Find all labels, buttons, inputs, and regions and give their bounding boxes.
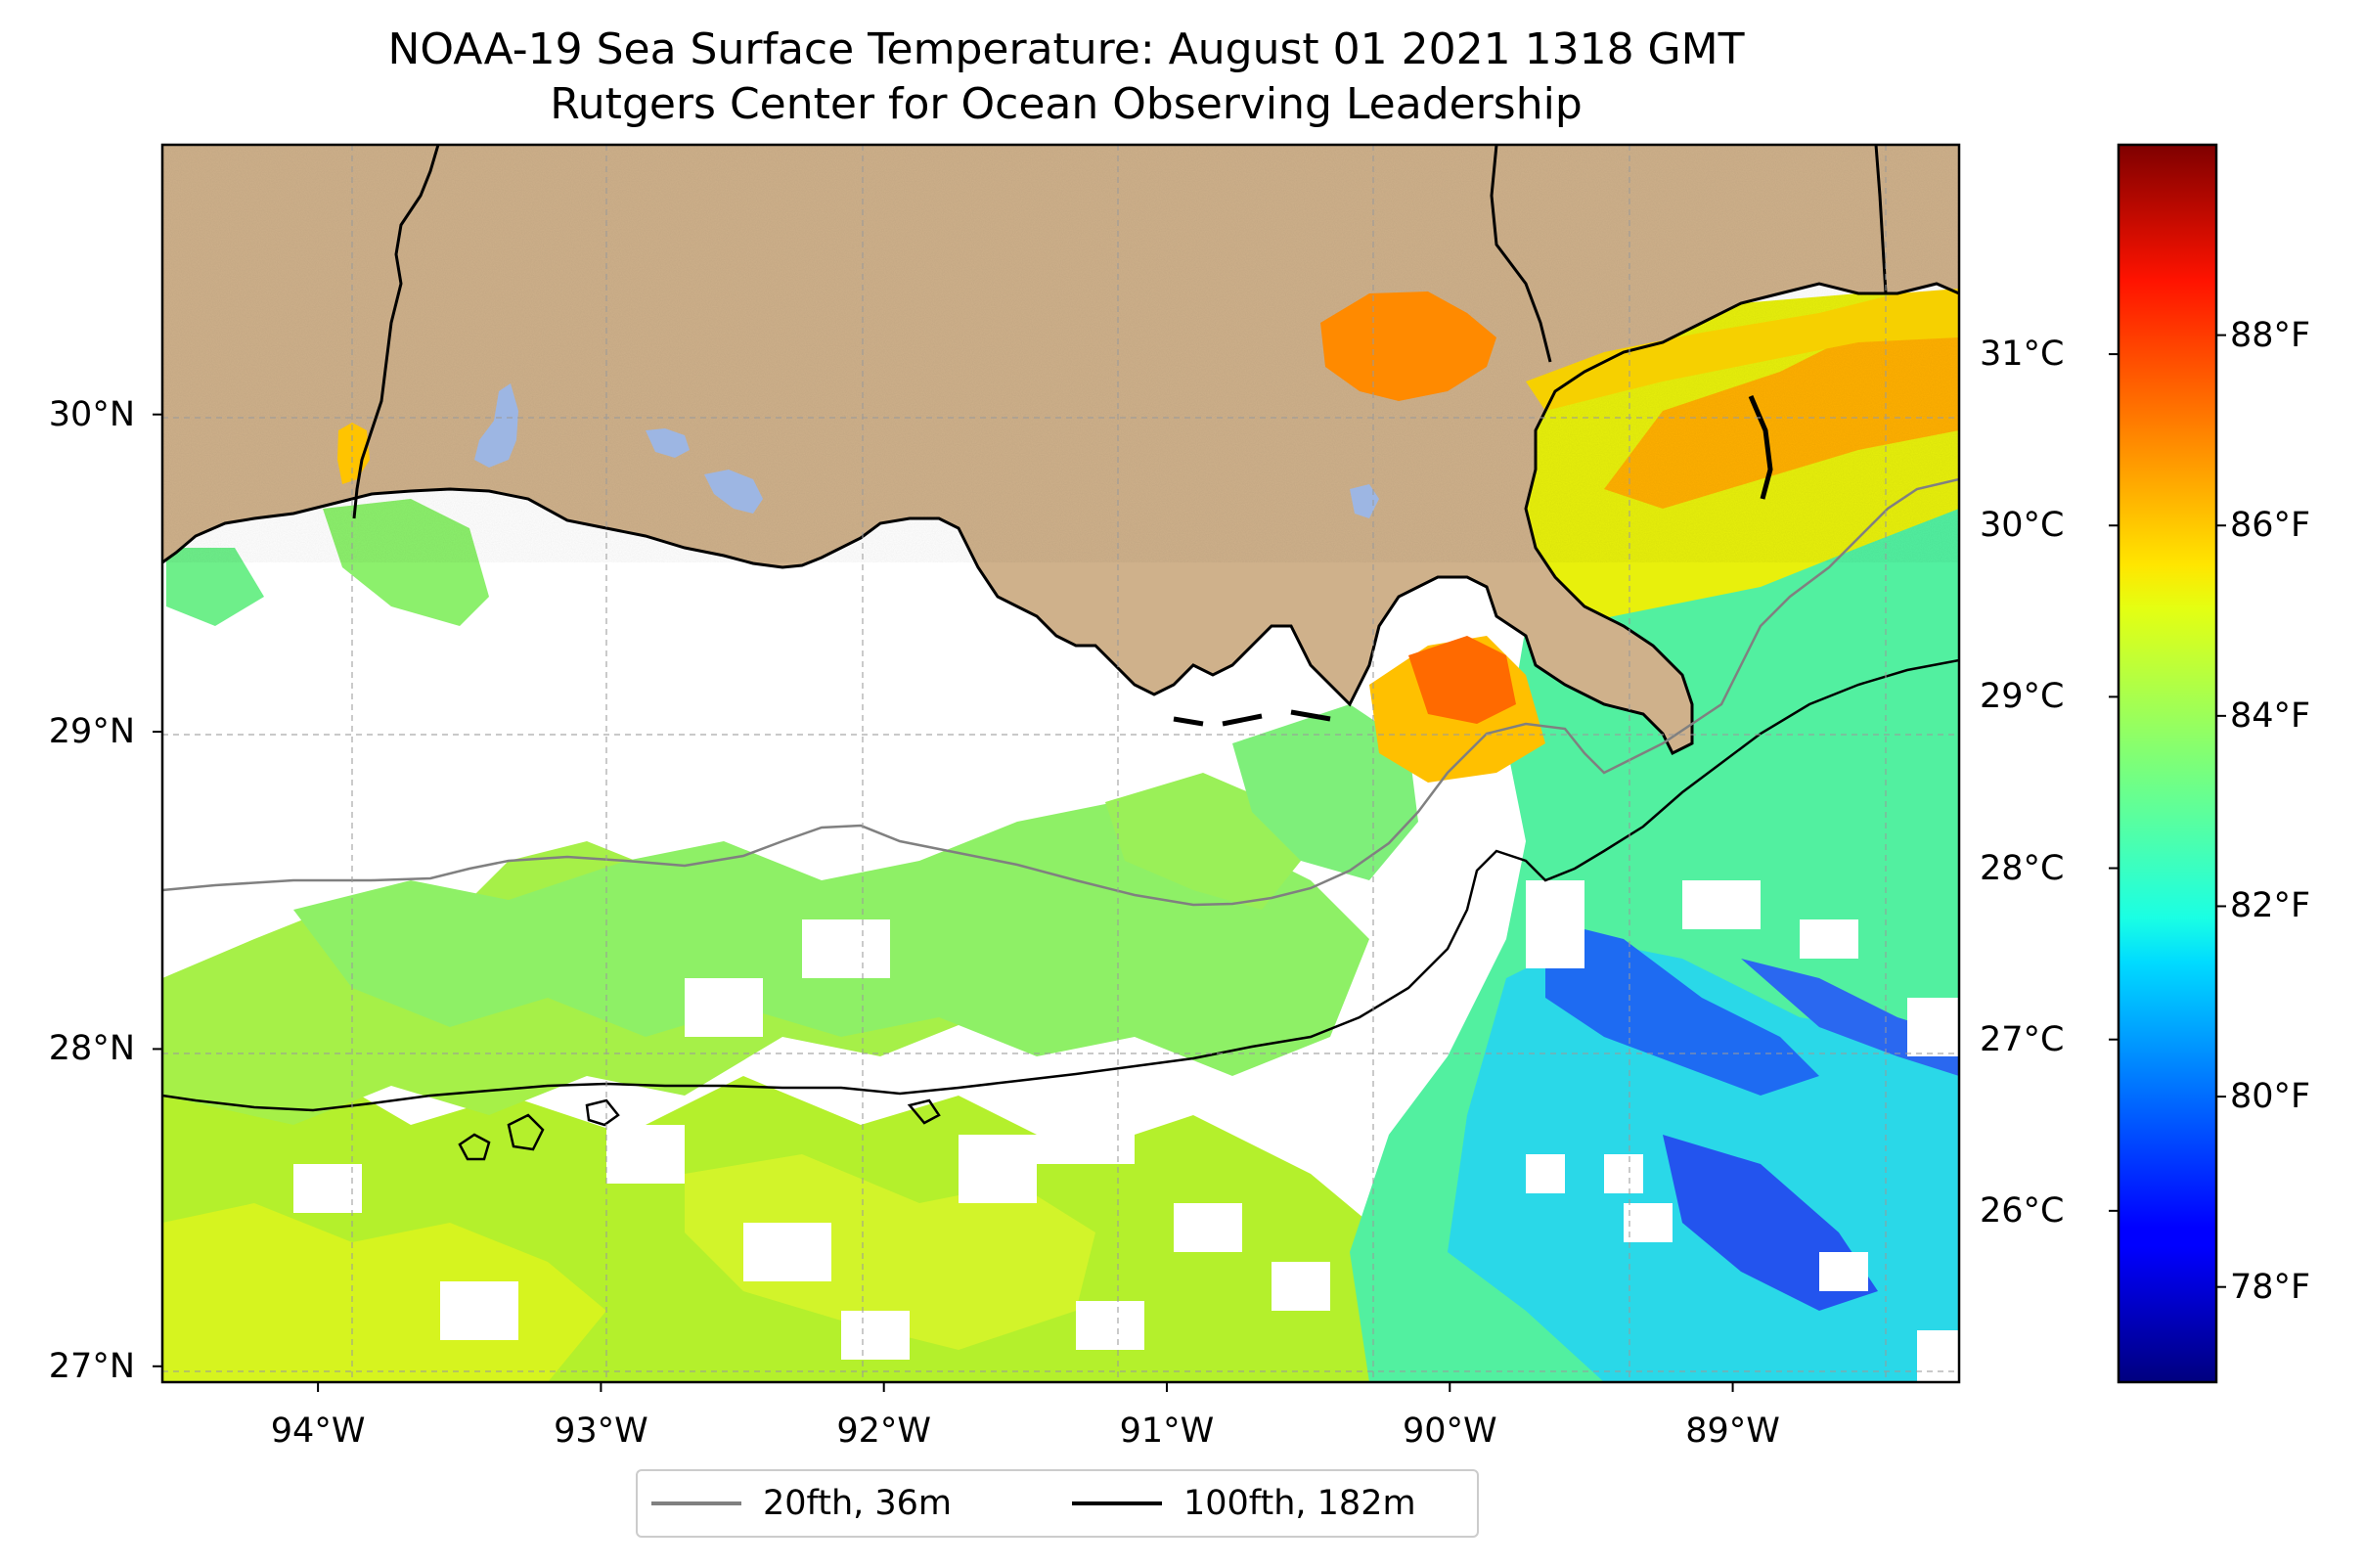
- lake-pontchartrain-shape: [1320, 291, 1496, 401]
- lon-tick-label: 89°W: [1685, 1411, 1780, 1451]
- legend-swatch-100fth: [1072, 1501, 1162, 1505]
- lat-tick-label: 30°N: [48, 394, 135, 434]
- colorbar-f-label: 86°F: [2230, 506, 2311, 546]
- sst-delta-hot: [1408, 636, 1516, 724]
- lon-tick-label: 93°W: [554, 1411, 648, 1451]
- map-frame: [160, 143, 1961, 1384]
- colorbar-f-label: 80°F: [2230, 1077, 2311, 1117]
- colorbar-f-label: 78°F: [2230, 1267, 2311, 1307]
- colorbar-c-label: 28°C: [1980, 848, 2065, 888]
- colorbar-c-label: 27°C: [1980, 1019, 2065, 1059]
- land-area: [162, 145, 1959, 753]
- map-ticks: [153, 413, 1734, 1392]
- colorbar-c-label: 29°C: [1980, 677, 2065, 717]
- lon-tick-label: 91°W: [1119, 1411, 1215, 1451]
- colorbar-c-label: 31°C: [1980, 335, 2065, 375]
- state-border-alabama: [1874, 145, 1888, 294]
- isobath-100fth-blobs: [458, 1098, 941, 1161]
- lon-tick-label: 92°W: [836, 1411, 932, 1451]
- legend-swatch-20fth: [651, 1501, 741, 1505]
- legend-entry-20fth: 20fth, 36m: [651, 1471, 952, 1536]
- mississippi-sound: [1526, 289, 1959, 411]
- white-lake: [704, 470, 763, 514]
- sst-patch-ne-shelf: [1232, 704, 1418, 880]
- map-title: NOAA-19 Sea Surface Temperature: August …: [387, 24, 1745, 74]
- lat-tick-label: 28°N: [48, 1029, 135, 1069]
- lat-tick-label: 29°N: [48, 712, 135, 752]
- lon-tick-label: 94°W: [270, 1411, 366, 1451]
- sst-patch-nw-2: [166, 548, 264, 626]
- sst-data-layer: [162, 291, 1959, 1382]
- sst-east-blue-band-3: [1741, 959, 1959, 1076]
- calcasieu-lake: [474, 383, 518, 468]
- map-subtitle: Rutgers Center for Ocean Observing Leade…: [550, 79, 1583, 129]
- sst-warm-orange-east: [1604, 313, 1959, 509]
- colorbar-f-label: 84°F: [2230, 695, 2311, 736]
- grand-lake: [646, 428, 690, 458]
- coastline: [162, 282, 1959, 756]
- legend-label-20fth: 20fth, 36m: [763, 1484, 953, 1523]
- legend: 20fth, 36m 100fth, 182m: [636, 1469, 1479, 1538]
- legend-entry-100fth: 100fth, 182m: [1072, 1471, 1416, 1536]
- colorbar-f-label: 82°F: [2230, 886, 2311, 926]
- sst-east-blue-band: [1545, 919, 1819, 1096]
- barrier-islands: [1173, 709, 1331, 727]
- colorbar-c-label: 30°C: [1980, 506, 2065, 546]
- state-border-east: [1490, 145, 1552, 363]
- isobath-100fth: [162, 658, 1959, 1112]
- chandeleur-islands: [1748, 395, 1773, 500]
- state-border-west: [352, 145, 440, 519]
- sst-patch-nw: [323, 499, 489, 626]
- colorbar-ticks: [2109, 334, 2226, 1288]
- lat-tick-label: 27°N: [48, 1346, 135, 1386]
- colorbar-f-label: 88°F: [2230, 315, 2311, 355]
- gridlines: [162, 145, 1959, 1382]
- lon-tick-label: 90°W: [1402, 1411, 1497, 1451]
- colorbar: [2117, 143, 2218, 1384]
- colorbar-c-label: 26°C: [1980, 1190, 2065, 1231]
- isobath-20fth: [162, 477, 1959, 907]
- legend-label-100fth: 100fth, 182m: [1183, 1484, 1416, 1523]
- lake-salvador: [1350, 484, 1379, 518]
